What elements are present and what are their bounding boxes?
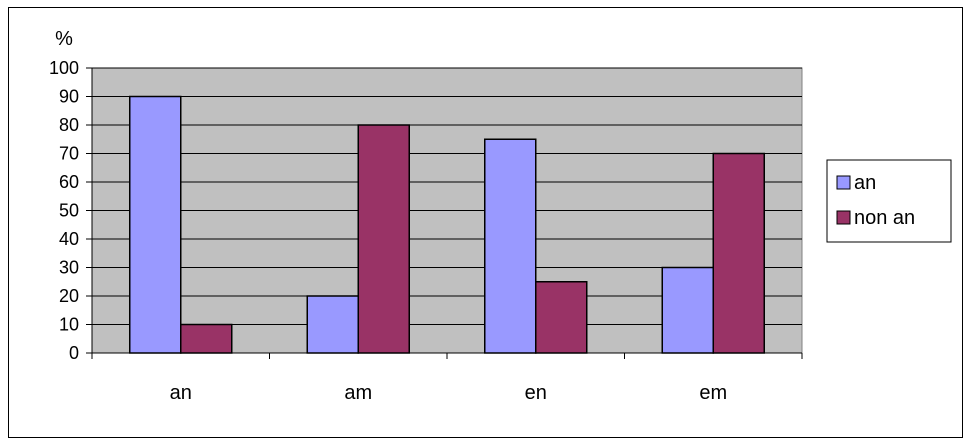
- y-tick-label: 70: [59, 144, 79, 164]
- legend-swatch-non-an: [836, 210, 851, 225]
- y-tick-label: 60: [59, 172, 79, 192]
- gridlines: [92, 67, 802, 325]
- y-tick-label: 80: [59, 115, 79, 135]
- x-tick-label: em: [699, 382, 727, 404]
- legend-box: [826, 159, 952, 243]
- y-tick-label: 50: [59, 201, 79, 221]
- y-tick-label: 30: [59, 258, 79, 278]
- y-tick-label: 0: [69, 343, 79, 363]
- bar-an-an: [129, 95, 182, 354]
- bar-an-em: [661, 266, 714, 354]
- y-tick-label: 20: [59, 286, 79, 306]
- y-axis-unit-label: %: [55, 28, 73, 50]
- legend-label-non-an: non an: [854, 207, 915, 229]
- bar-an-am: [306, 295, 359, 354]
- x-tick-label: en: [525, 382, 547, 404]
- y-tick-labels: 0 10 20 30 40 50 60 70 80 90 100: [49, 58, 79, 363]
- bar-an-en: [484, 138, 537, 354]
- bar-non-an-am: [357, 124, 410, 354]
- bar-non-an-an: [180, 323, 233, 354]
- bar-non-an-em: [712, 152, 765, 354]
- legend-label-an: an: [854, 172, 876, 194]
- legend-swatch-an: [836, 175, 851, 190]
- y-tick-label: 90: [59, 87, 79, 107]
- x-tick-label: an: [170, 382, 192, 404]
- bar-non-an-en: [535, 281, 588, 354]
- y-tick-label: 10: [59, 315, 79, 335]
- x-tick-label: am: [344, 382, 372, 404]
- axes: [86, 67, 803, 359]
- x-tick-labels: an am en em: [170, 382, 728, 404]
- legend: an non an: [826, 159, 952, 243]
- y-tick-label: 100: [49, 58, 79, 78]
- y-tick-label: 40: [59, 229, 79, 249]
